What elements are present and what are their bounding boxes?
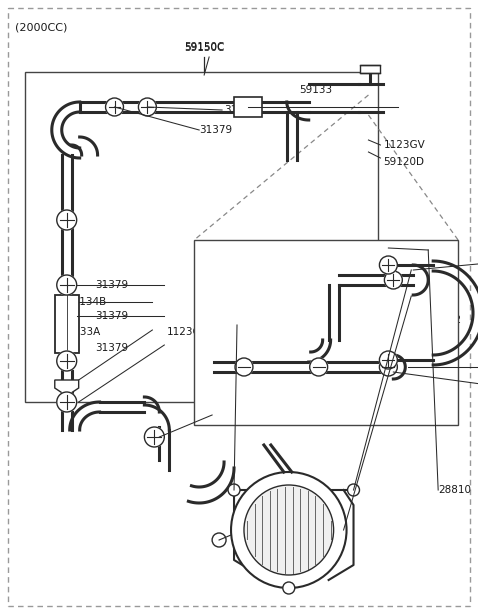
Bar (234, 97, 262, 117)
Text: 31379: 31379 (212, 410, 245, 420)
Circle shape (384, 271, 402, 289)
Bar (194, 240, 458, 425)
Text: 31379: 31379 (199, 125, 232, 135)
Text: 31379: 31379 (224, 105, 257, 115)
Circle shape (244, 485, 334, 575)
Text: 1123GF: 1123GF (168, 327, 208, 337)
Text: 59133: 59133 (299, 85, 332, 95)
Text: 31379: 31379 (96, 343, 129, 353)
Text: 59120D: 59120D (384, 157, 424, 167)
Circle shape (106, 98, 123, 116)
Text: 59134B: 59134B (66, 297, 106, 307)
Bar (360, 65, 381, 73)
Circle shape (57, 392, 77, 412)
Text: 31379: 31379 (96, 280, 129, 290)
Circle shape (235, 358, 253, 376)
Circle shape (138, 98, 156, 116)
Text: 59133A: 59133A (60, 327, 100, 337)
Text: 59150C: 59150C (184, 43, 225, 53)
Text: 59220C: 59220C (411, 291, 452, 301)
Circle shape (379, 351, 397, 369)
Text: 28810: 28810 (438, 485, 471, 495)
Circle shape (379, 256, 397, 274)
Polygon shape (55, 380, 79, 396)
Circle shape (379, 358, 397, 376)
Circle shape (310, 358, 328, 376)
Circle shape (348, 484, 360, 496)
Circle shape (228, 484, 240, 496)
Bar (55, 295, 79, 353)
Text: (2000CC): (2000CC) (15, 22, 67, 32)
Circle shape (57, 275, 77, 295)
Text: 31379: 31379 (96, 311, 129, 321)
Text: 28810: 28810 (391, 243, 424, 253)
Circle shape (57, 351, 77, 371)
Circle shape (283, 582, 295, 594)
Text: 59132: 59132 (428, 315, 461, 325)
Circle shape (212, 533, 226, 547)
Circle shape (57, 210, 77, 230)
Text: 59123A: 59123A (413, 383, 454, 393)
Text: 1123GV: 1123GV (384, 140, 425, 150)
Circle shape (231, 472, 347, 588)
Bar (25, 72, 378, 402)
Text: 59150C: 59150C (184, 42, 225, 52)
Text: 59260F: 59260F (411, 263, 450, 273)
Circle shape (144, 427, 164, 447)
